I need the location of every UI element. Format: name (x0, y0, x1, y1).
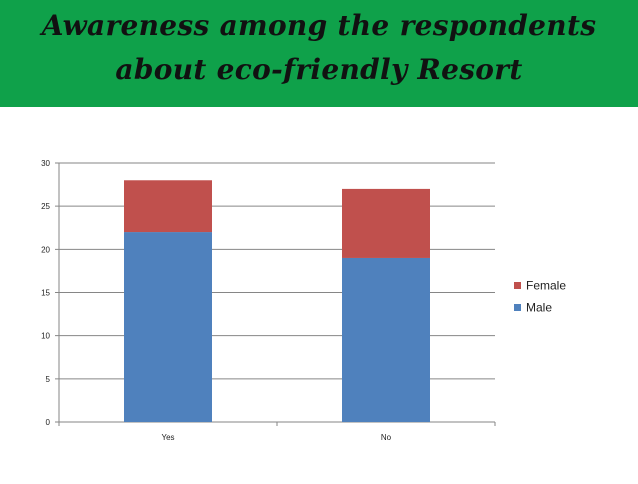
title-banner: Awareness among the respondents about ec… (0, 0, 638, 107)
legend-label-female: Female (526, 279, 566, 293)
x-tick-label: No (381, 433, 392, 442)
legend-swatch-female (514, 282, 521, 289)
y-tick-label: 20 (41, 245, 50, 254)
legend-swatch-male (514, 304, 521, 311)
bar-female-yes (124, 180, 212, 233)
y-tick-label: 15 (41, 289, 50, 298)
bar-male-no (342, 257, 430, 422)
legend-label-male: Male (526, 301, 552, 315)
y-tick-label: 0 (46, 418, 51, 427)
y-tick-label: 10 (41, 332, 50, 341)
y-tick-label: 25 (41, 202, 50, 211)
x-tick-label: Yes (161, 433, 174, 442)
bar-female-no (342, 188, 430, 258)
bar-male-yes (124, 232, 212, 422)
chart-title: Awareness among the respondents about ec… (41, 9, 597, 86)
y-tick-label: 5 (46, 375, 51, 384)
stacked-bar-chart: 0 5 10 15 20 25 30 Yes No Female Male (41, 159, 566, 442)
y-tick-label: 30 (41, 159, 50, 168)
chart-area: 0 5 10 15 20 25 30 Yes No Female Male (0, 107, 638, 479)
